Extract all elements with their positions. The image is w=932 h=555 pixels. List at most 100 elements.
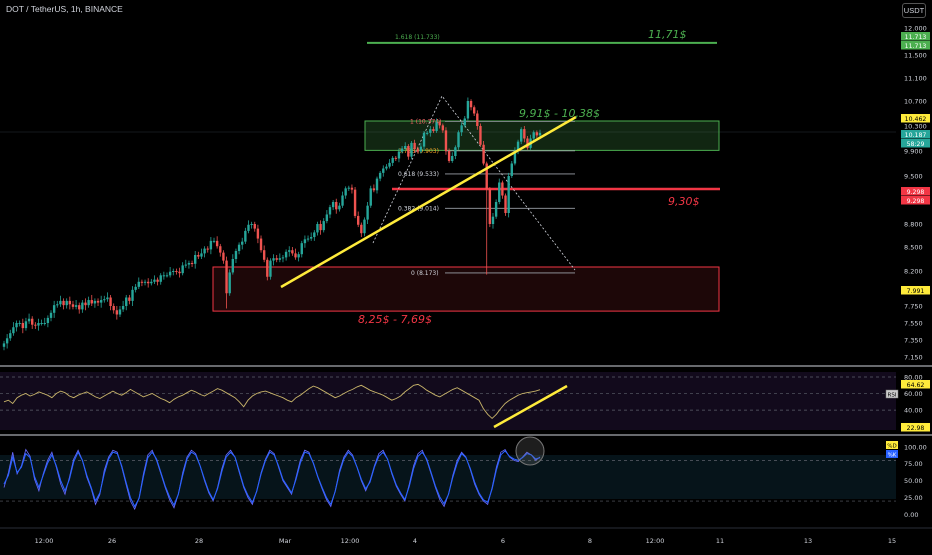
- stoch-band: [0, 455, 896, 499]
- candle-body: [316, 224, 319, 233]
- candle-body: [526, 138, 529, 148]
- candle-body: [15, 323, 18, 328]
- candle-body: [328, 207, 332, 215]
- candle-body: [444, 130, 448, 151]
- candle-body: [24, 321, 28, 329]
- candle-body: [360, 224, 363, 234]
- candle-body: [2, 343, 6, 347]
- candle-body: [137, 281, 140, 287]
- candle-body: [168, 271, 172, 276]
- candle-body: [18, 323, 21, 324]
- candle-body: [106, 297, 109, 300]
- candle-body: [43, 323, 46, 324]
- candle-body: [341, 195, 344, 206]
- candle-body: [59, 300, 62, 305]
- candle-body: [372, 188, 376, 191]
- candle-body: [197, 255, 200, 257]
- price-badge-label: 9.298: [907, 198, 925, 205]
- candle-body: [150, 281, 153, 284]
- candle-body: [391, 157, 394, 163]
- candle-body: [306, 238, 310, 240]
- candle-body: [275, 258, 278, 260]
- candle-body: [96, 300, 100, 303]
- candle-body: [513, 151, 517, 164]
- candle-body: [187, 263, 191, 265]
- candle-body: [9, 333, 12, 339]
- candle-body: [435, 122, 438, 131]
- time-tick-label: 12:00: [341, 537, 360, 545]
- candle-body: [400, 148, 404, 152]
- candle-body: [231, 259, 235, 273]
- candle-body: [256, 228, 260, 239]
- candle-body: [31, 318, 34, 325]
- candle-body: [175, 271, 178, 272]
- candle-body: [212, 240, 216, 242]
- candle-body: [156, 279, 159, 282]
- candle-body: [52, 305, 56, 313]
- price-tick-label: 11.100: [904, 75, 927, 83]
- candle-body: [241, 241, 244, 245]
- candle-body: [112, 306, 115, 311]
- currency-button[interactable]: USDT: [902, 3, 926, 18]
- candle-body: [532, 132, 535, 139]
- candle-body: [429, 129, 432, 133]
- candle-body: [272, 258, 275, 261]
- red-support-zone: [212, 266, 720, 312]
- rsi-value-badge: [901, 423, 930, 432]
- candle-body: [222, 252, 225, 261]
- time-tick-label: 15: [888, 537, 896, 545]
- candle-body: [162, 275, 166, 277]
- time-tick-label: 8: [588, 537, 592, 545]
- candle-body: [247, 224, 250, 231]
- candle-body: [269, 260, 272, 277]
- candle-body: [184, 264, 188, 266]
- candle-body: [209, 240, 213, 250]
- candle-body: [463, 118, 466, 126]
- stoch-indicator-badge: [886, 441, 898, 449]
- candle-body: [46, 317, 50, 323]
- candle-body: [385, 166, 388, 169]
- price-badge: [901, 32, 930, 41]
- stoch-indicator-label: %K: [888, 453, 897, 459]
- candle-body: [128, 297, 131, 301]
- candle-body: [397, 151, 401, 159]
- candle-body: [21, 323, 25, 329]
- target-price-label: 11,71$: [648, 28, 687, 41]
- stoch-tick-label: 100.00: [904, 443, 927, 451]
- candle-body: [181, 265, 184, 274]
- candle-body: [485, 163, 488, 189]
- candle-body: [68, 300, 72, 305]
- candle-body: [71, 304, 75, 307]
- candle-body: [457, 132, 460, 148]
- candle-body: [237, 244, 241, 251]
- candle-body: [115, 310, 119, 315]
- candle-body: [266, 259, 269, 277]
- price-tick-label: 9.900: [904, 148, 923, 156]
- candle-body: [225, 260, 228, 294]
- candle-body: [81, 302, 84, 310]
- candle-body: [325, 214, 329, 222]
- price-badge-label: 9.298: [907, 189, 925, 196]
- candle-body: [253, 224, 256, 229]
- rsi-value-label: 64.62: [907, 382, 925, 389]
- stoch-tick-label: 25.00: [904, 494, 923, 502]
- candle-body: [347, 187, 350, 189]
- candle-body: [146, 281, 150, 284]
- price-badge-label: 10.462: [905, 116, 927, 123]
- candle-body: [479, 126, 482, 145]
- circle-marker-icon: [515, 436, 545, 466]
- candle-body: [259, 238, 263, 251]
- candle-body: [118, 309, 122, 315]
- candle-body: [394, 157, 398, 159]
- candle-body: [262, 250, 266, 260]
- candle-body: [331, 202, 335, 208]
- candle-body: [250, 224, 253, 225]
- rsi-band: [0, 372, 896, 430]
- candle-body: [535, 132, 539, 136]
- candle-body: [472, 107, 476, 114]
- time-tick-label: 11: [716, 537, 724, 545]
- fib-level-label: 1 (10.374): [410, 118, 441, 125]
- candle-body: [153, 279, 156, 282]
